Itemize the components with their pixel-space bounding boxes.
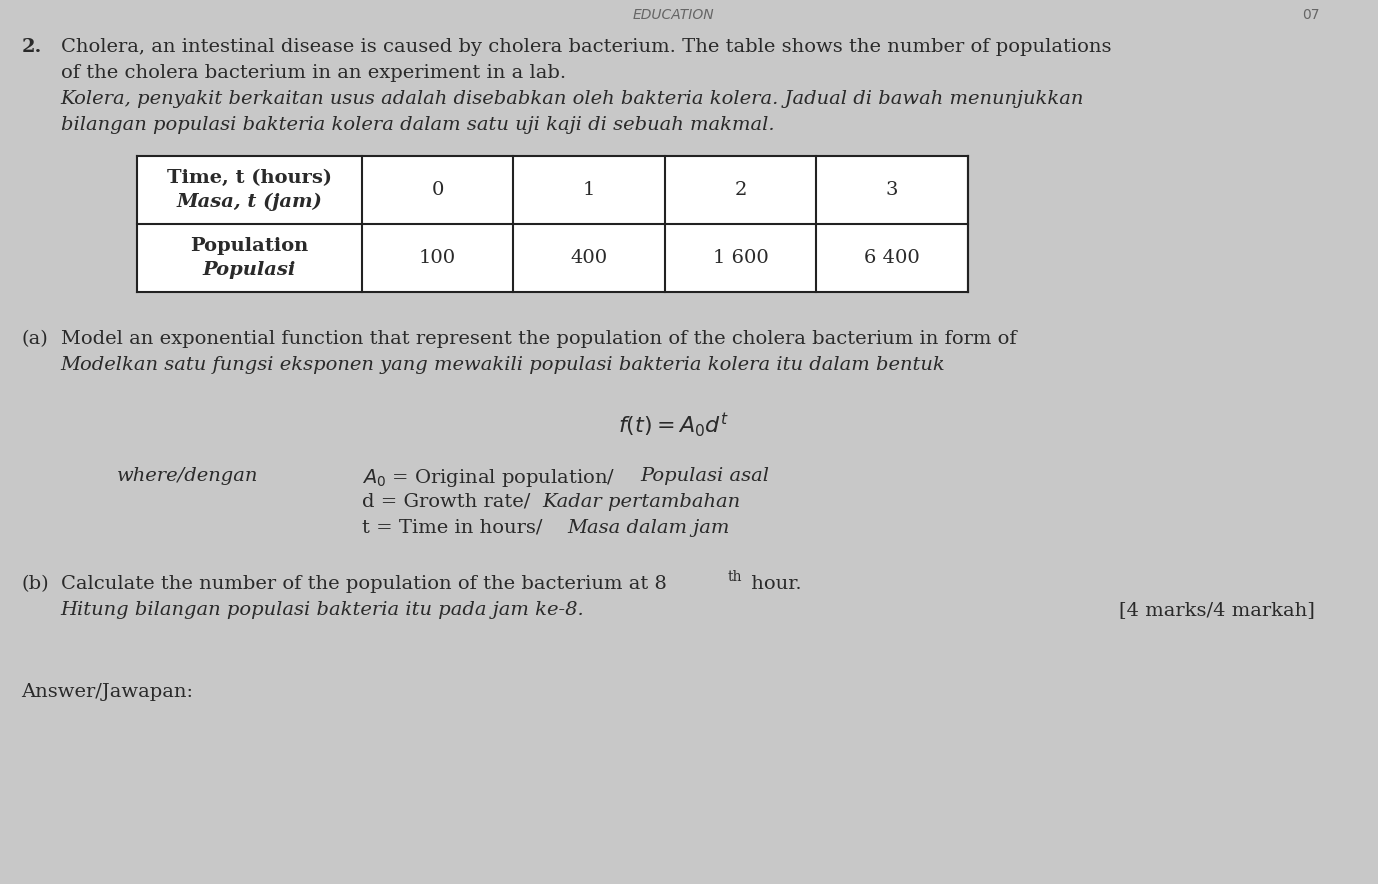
Text: 3: 3 [886,181,898,199]
Text: where/dengan: where/dengan [117,467,259,485]
Text: Masa, t (jam): Masa, t (jam) [176,193,322,211]
Text: 0: 0 [431,181,444,199]
Text: bilangan populasi bakteria kolera dalam satu uji kaji di sebuah makmal.: bilangan populasi bakteria kolera dalam … [61,116,774,134]
Text: 1 600: 1 600 [712,249,769,267]
Bar [136,156,967,292]
Text: Kolera, penyakit berkaitan usus adalah disebabkan oleh bakteria kolera. Jadual d: Kolera, penyakit berkaitan usus adalah d… [61,90,1084,108]
Text: th: th [728,570,741,584]
Text: [4 marks/4 markah]: [4 marks/4 markah] [1119,601,1315,619]
Text: 1: 1 [583,181,595,199]
Text: t = Time in hours/: t = Time in hours/ [362,519,543,537]
Text: 400: 400 [570,249,608,267]
Text: Kadar pertambahan: Kadar pertambahan [543,493,741,511]
Text: of the cholera bacterium in an experiment in a lab.: of the cholera bacterium in an experimen… [61,64,566,82]
Text: Model an exponential function that represent the population of the cholera bacte: Model an exponential function that repre… [61,330,1016,348]
Text: Populasi: Populasi [203,261,296,279]
Text: Time, t (hours): Time, t (hours) [167,169,332,187]
Text: Masa dalam jam: Masa dalam jam [568,519,729,537]
Text: Cholera, an intestinal disease is caused by cholera bacterium. The table shows t: Cholera, an intestinal disease is caused… [61,38,1111,56]
Text: Hitung bilangan populasi bakteria itu pada jam ke-8.: Hitung bilangan populasi bakteria itu pa… [61,601,584,619]
Text: $A_0$ = Original population/: $A_0$ = Original population/ [362,467,615,489]
Text: 6 400: 6 400 [864,249,921,267]
Text: (b): (b) [22,575,50,593]
Text: (a): (a) [22,330,48,348]
Text: hour.: hour. [745,575,802,593]
Text: Population: Population [190,237,309,255]
Text: Populasi asal: Populasi asal [641,467,769,485]
Text: 2.: 2. [22,38,41,56]
Text: Calculate the number of the population of the bacterium at 8: Calculate the number of the population o… [61,575,667,593]
Text: 07: 07 [1302,8,1320,22]
Text: d = Growth rate/: d = Growth rate/ [362,493,531,511]
Text: 2: 2 [734,181,747,199]
Text: 100: 100 [419,249,456,267]
Text: Answer/Jawapan:: Answer/Jawapan: [22,683,193,701]
Text: EDUCATION: EDUCATION [633,8,715,22]
Text: Modelkan satu fungsi eksponen yang mewakili populasi bakteria kolera itu dalam b: Modelkan satu fungsi eksponen yang mewak… [61,356,945,374]
Text: $f(t) = A_0 d^t$: $f(t) = A_0 d^t$ [619,412,729,440]
